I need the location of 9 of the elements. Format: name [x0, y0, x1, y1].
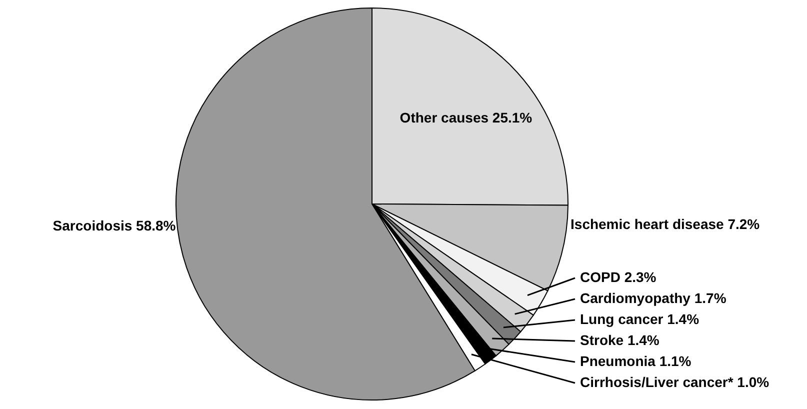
slice-label: Ischemic heart disease 7.2% [570, 216, 760, 232]
slice-label: Cirrhosis/Liver cancer* 1.0% [580, 374, 770, 390]
slice-label: Cardiomyopathy 1.7% [580, 290, 727, 306]
slice-label: Stroke 1.4% [580, 332, 660, 348]
slice-label: Pneumonia 1.1% [580, 353, 692, 369]
slice-label: Lung cancer 1.4% [580, 311, 700, 327]
slice-label: COPD 2.3% [580, 269, 657, 285]
slice-label: Sarcoidosis 58.8% [52, 218, 176, 234]
slice-label: Other causes 25.1% [400, 109, 533, 126]
